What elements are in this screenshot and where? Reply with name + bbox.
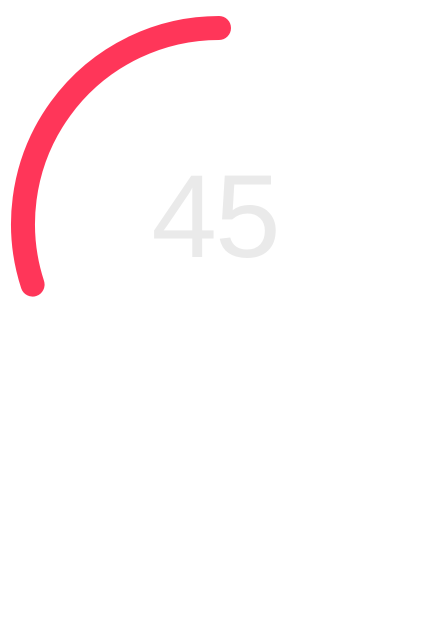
progress-value: 45 bbox=[151, 151, 280, 283]
progress-arc bbox=[11, 16, 231, 297]
